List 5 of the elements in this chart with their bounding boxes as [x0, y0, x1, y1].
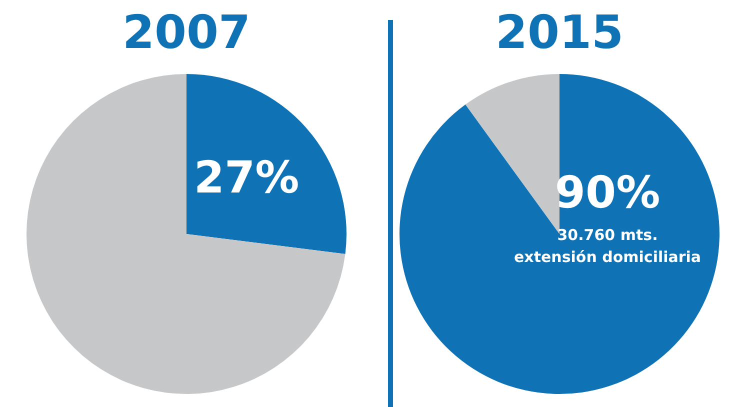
data-label: 27%	[194, 152, 300, 204]
text: 30.760 mts.	[557, 226, 658, 244]
chart-title: 2015	[494, 4, 625, 60]
text: extensión domiciliaria	[514, 248, 702, 266]
chart-title: 2007	[121, 4, 252, 60]
